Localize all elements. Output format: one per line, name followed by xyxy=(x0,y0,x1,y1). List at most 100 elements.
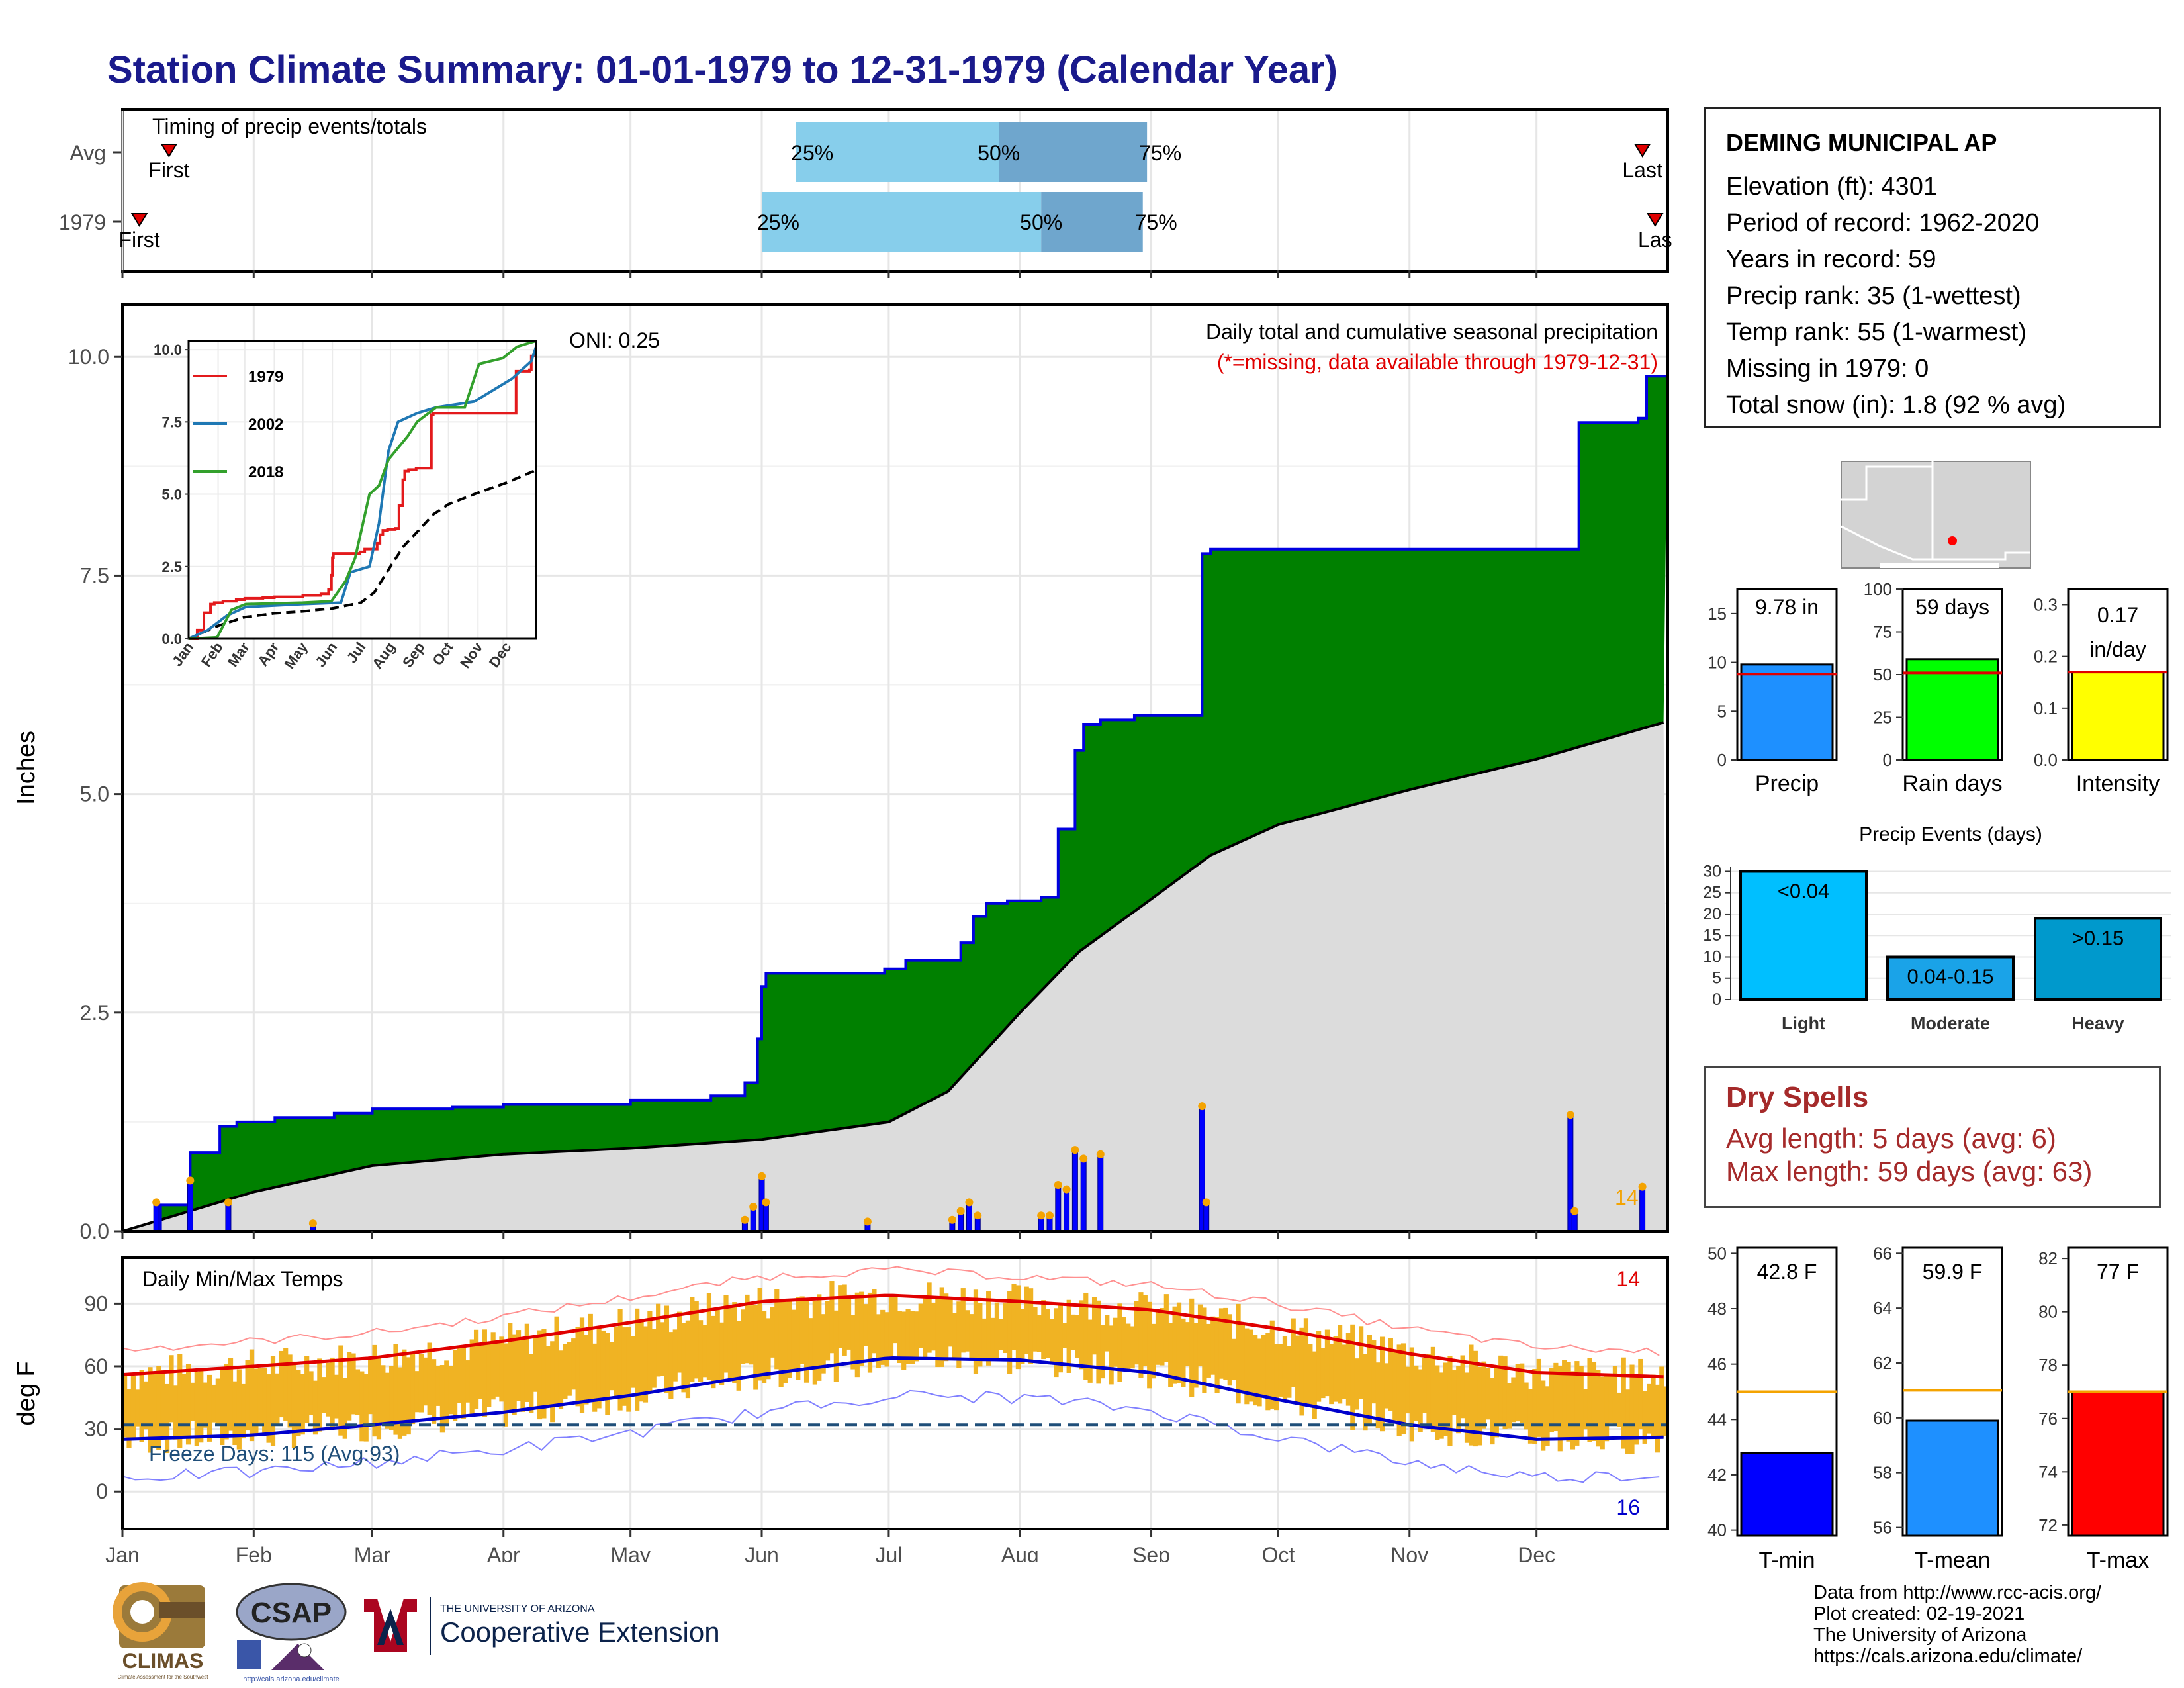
daily-temp-bar xyxy=(1570,1371,1576,1450)
daily-temp-bar xyxy=(782,1301,788,1383)
daily-temp-bar xyxy=(914,1311,919,1362)
daily-temp-bar xyxy=(1392,1351,1398,1421)
daily-temp-bar xyxy=(533,1338,538,1392)
summary-bar-intensity xyxy=(2071,671,2165,761)
credit-url: https://cals.arizona.edu/climate/ xyxy=(1813,1646,2083,1667)
precip-y-tick-label: 10.0 xyxy=(68,345,109,369)
daily-temp-bar xyxy=(232,1381,238,1446)
summary-bar-name: Intensity xyxy=(2076,771,2160,796)
daily-temp-bar xyxy=(355,1369,361,1415)
daily-temp-bar xyxy=(863,1304,868,1346)
daily-temp-bar xyxy=(1214,1317,1220,1393)
daily-temp-bar xyxy=(550,1341,555,1423)
credit-plot-created: Plot created: 02-19-2021 xyxy=(1813,1603,2025,1624)
station-years: Years in record: 59 xyxy=(1726,246,1936,273)
daily-temp-bar xyxy=(1651,1374,1656,1438)
daily-temp-bar xyxy=(389,1366,394,1430)
summary-bar-value-label: 59 days xyxy=(1915,595,1989,619)
daily-temp-bar xyxy=(753,1305,758,1390)
temp-y-tick-label: 0 xyxy=(96,1479,108,1503)
daily-precip-bar xyxy=(1639,1189,1646,1232)
climas-logo[interactable]: CLIMAS Climate Assessment for the Southw… xyxy=(106,1582,222,1681)
daily-temp-bar xyxy=(833,1310,839,1382)
daily-temp-bar xyxy=(308,1371,314,1415)
daily-temp-bar xyxy=(990,1317,995,1360)
inset-y-tick-label: 7.5 xyxy=(161,414,182,430)
daily-temp-bar xyxy=(152,1372,157,1448)
inset-background xyxy=(189,341,536,639)
daily-temp-bar xyxy=(761,1311,767,1383)
daily-temp-bar xyxy=(825,1301,831,1361)
daily-temp-bar xyxy=(1481,1361,1486,1429)
csap-logo[interactable]: CSAP http://cals.arizona.edu/climate xyxy=(232,1579,351,1685)
daily-temp-bar xyxy=(473,1329,479,1409)
daily-temp-bar xyxy=(1375,1362,1381,1429)
temp-panel-title: Daily Min/Max Temps xyxy=(142,1267,343,1291)
temp-summary-y-tick-label: 60 xyxy=(1873,1408,1892,1428)
daily-temp-bar xyxy=(1261,1335,1267,1397)
daily-temp-bar xyxy=(935,1299,940,1368)
temp-summary-y-tick-label: 72 xyxy=(2038,1515,2058,1535)
daily-temp-bar xyxy=(609,1342,614,1391)
timing-bar-q50-q75 xyxy=(999,122,1148,182)
summary-y-tick-label: 0 xyxy=(1883,750,1892,770)
daily-temp-bar xyxy=(1083,1292,1089,1380)
daily-temp-bar xyxy=(812,1300,817,1385)
events-bar-name: Light xyxy=(1782,1013,1825,1033)
daily-temp-bar xyxy=(1469,1344,1474,1446)
avg-max-line xyxy=(122,1293,1664,1379)
daily-temp-bar xyxy=(402,1349,407,1436)
precip-event-count: 14 xyxy=(1615,1186,1639,1209)
ua-small-wordmark: THE UNIVERSITY OF ARIZONA xyxy=(440,1603,595,1615)
inset-y-tick-label: 10.0 xyxy=(154,342,182,358)
daily-temp-bar xyxy=(236,1369,242,1450)
temp-summary-y-tick-label: 40 xyxy=(1707,1521,1727,1540)
daily-temp-bar xyxy=(829,1281,835,1354)
daily-temp-bar xyxy=(1041,1300,1046,1360)
daily-temp-bar xyxy=(1338,1325,1343,1404)
daily-temp-bar xyxy=(736,1321,741,1391)
daily-temp-bar xyxy=(1456,1366,1461,1434)
daily-temp-bar xyxy=(317,1358,322,1432)
daily-temp-bar xyxy=(304,1356,310,1423)
events-y-tick-label: 5 xyxy=(1712,969,1721,988)
daily-temp-bar xyxy=(685,1320,691,1399)
precip-event-marker xyxy=(1054,1180,1062,1189)
daily-temp-bar xyxy=(931,1302,936,1351)
daily-temp-bar xyxy=(241,1383,246,1439)
daily-temp-bar xyxy=(1100,1325,1105,1379)
daily-temp-bar xyxy=(1223,1307,1228,1380)
daily-temp-bar xyxy=(660,1322,665,1376)
daily-temp-bar xyxy=(1058,1303,1063,1373)
temperature-summary-bars: 40 42 44 46 48 50 42.8 F T-min 56 58 60 62 64 66 59.9 … xyxy=(1707,1243,2169,1573)
daily-temp-bar xyxy=(452,1350,458,1421)
temp-summary-name: T-min xyxy=(1759,1548,1815,1573)
station-location-marker xyxy=(1948,536,1957,545)
timing-bar-q25-q50 xyxy=(761,192,1042,252)
daily-temp-bar xyxy=(1663,1386,1668,1436)
month-tick-label: May xyxy=(610,1543,650,1562)
daily-precip-bar xyxy=(1071,1152,1078,1232)
timing-q25-label: 25% xyxy=(757,211,799,234)
daily-temp-bar xyxy=(130,1376,136,1439)
daily-precip-bar xyxy=(153,1204,159,1232)
temp-summary-y-tick-label: 56 xyxy=(1873,1518,1892,1538)
daily-temp-bar xyxy=(1320,1348,1326,1399)
daily-temp-bar xyxy=(541,1329,547,1419)
daily-temp-bar xyxy=(1490,1378,1495,1445)
daily-temp-bar xyxy=(617,1309,623,1411)
summary-bar-unit-label: in/day xyxy=(2089,637,2146,661)
timing-first-label: First xyxy=(148,158,189,182)
daily-temp-bar xyxy=(1151,1323,1156,1379)
daily-temp-bar xyxy=(418,1354,424,1413)
daily-temp-bar xyxy=(224,1364,229,1440)
precip-event-marker xyxy=(1062,1185,1071,1194)
daily-temp-bar xyxy=(575,1327,580,1407)
daily-temp-bar xyxy=(448,1366,453,1415)
precip-note-missing: (*=missing, data available through 1979-… xyxy=(1217,350,1658,374)
daily-temp-bar xyxy=(1638,1358,1643,1429)
daily-temp-bar xyxy=(1553,1362,1559,1432)
ua-cooperative-extension-logo[interactable]: THE UNIVERSITY OF ARIZONA Cooperative Ex… xyxy=(361,1592,745,1665)
inset-legend-label: 2002 xyxy=(248,416,283,434)
daily-temp-bar xyxy=(1193,1323,1199,1388)
